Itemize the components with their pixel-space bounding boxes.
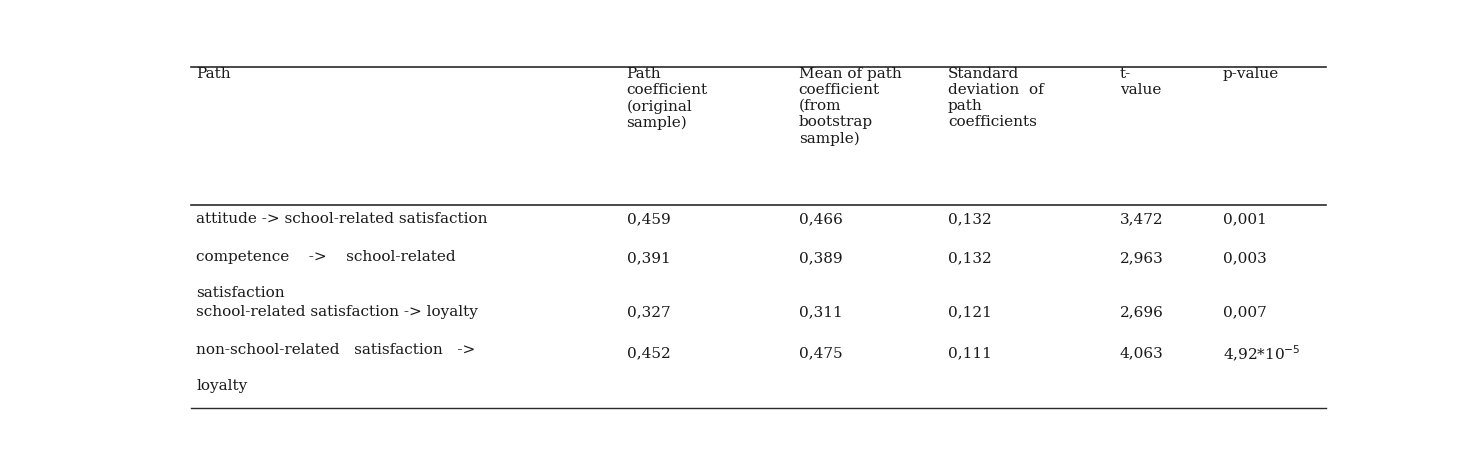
Text: 0,466: 0,466 bbox=[799, 212, 842, 226]
Text: Mean of path
coefficient
(from
bootstrap
sample): Mean of path coefficient (from bootstrap… bbox=[799, 67, 901, 146]
Text: 0,327: 0,327 bbox=[626, 306, 670, 320]
Text: 0,311: 0,311 bbox=[799, 306, 842, 320]
Text: attitude -> school-related satisfaction: attitude -> school-related satisfaction bbox=[197, 212, 488, 226]
Text: Path
coefficient
(original
sample): Path coefficient (original sample) bbox=[626, 67, 707, 130]
Text: 0,132: 0,132 bbox=[947, 212, 992, 226]
Text: 3,472: 3,472 bbox=[1120, 212, 1163, 226]
Text: t-
value: t- value bbox=[1120, 67, 1162, 97]
Text: loyalty: loyalty bbox=[197, 379, 247, 393]
Text: 0,389: 0,389 bbox=[799, 252, 842, 266]
Text: competence    ->    school-related: competence -> school-related bbox=[197, 250, 456, 264]
Text: 0,452: 0,452 bbox=[626, 347, 670, 361]
Text: 0,003: 0,003 bbox=[1222, 252, 1267, 266]
Text: 2,696: 2,696 bbox=[1120, 306, 1163, 320]
Text: 0,007: 0,007 bbox=[1222, 306, 1267, 320]
Text: Path: Path bbox=[197, 67, 231, 81]
Text: 0,001: 0,001 bbox=[1222, 212, 1267, 226]
Text: school-related satisfaction -> loyalty: school-related satisfaction -> loyalty bbox=[197, 305, 478, 319]
Text: non-school-related   satisfaction   ->: non-school-related satisfaction -> bbox=[197, 343, 475, 357]
Text: 0,132: 0,132 bbox=[947, 252, 992, 266]
Text: 0,459: 0,459 bbox=[626, 212, 670, 226]
Text: satisfaction: satisfaction bbox=[197, 286, 286, 300]
Text: 0,391: 0,391 bbox=[626, 252, 670, 266]
Text: 4,92*10$^{-5}$: 4,92*10$^{-5}$ bbox=[1222, 344, 1301, 364]
Text: Standard
deviation  of
path
coefficients: Standard deviation of path coefficients bbox=[947, 67, 1043, 129]
Text: 0,121: 0,121 bbox=[947, 306, 992, 320]
Text: 2,963: 2,963 bbox=[1120, 252, 1163, 266]
Text: p-value: p-value bbox=[1222, 67, 1279, 81]
Text: 0,111: 0,111 bbox=[947, 347, 992, 361]
Text: 0,475: 0,475 bbox=[799, 347, 842, 361]
Text: 4,063: 4,063 bbox=[1120, 347, 1163, 361]
